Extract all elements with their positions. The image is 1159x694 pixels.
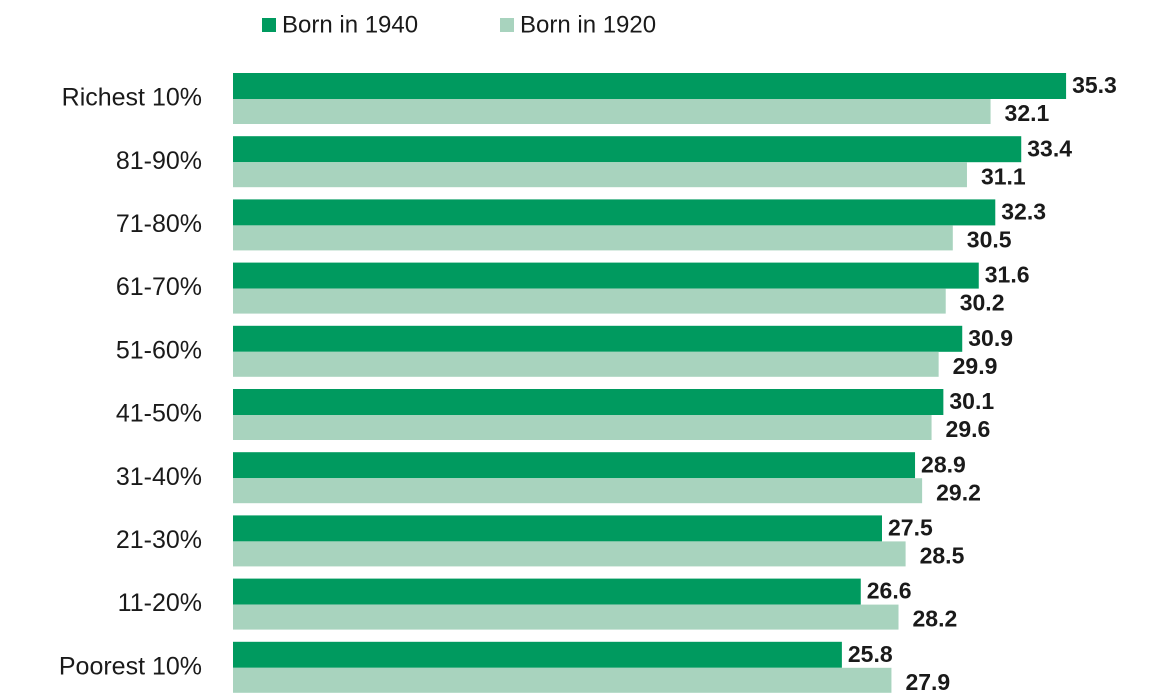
value-label: 35.3 bbox=[1072, 72, 1117, 98]
category-label: 81-90% bbox=[116, 147, 202, 175]
bar bbox=[233, 641, 842, 668]
value-label: 30.5 bbox=[967, 226, 1012, 252]
bar bbox=[233, 604, 899, 630]
category-label: 11-20% bbox=[118, 589, 202, 617]
value-label: 28.2 bbox=[913, 606, 958, 632]
bar bbox=[233, 415, 932, 440]
category-label: 61-70% bbox=[116, 273, 202, 301]
bar bbox=[233, 73, 1067, 99]
value-label: 30.9 bbox=[968, 325, 1013, 351]
value-label: 32.3 bbox=[1001, 198, 1046, 224]
category-label: Poorest 10% bbox=[59, 652, 202, 680]
bar bbox=[233, 389, 944, 415]
bar bbox=[233, 262, 979, 289]
value-label: 30.1 bbox=[949, 388, 994, 414]
bar bbox=[233, 225, 953, 251]
bar bbox=[233, 325, 963, 352]
value-label: 29.6 bbox=[946, 416, 991, 442]
bar bbox=[233, 515, 882, 542]
value-label: 33.4 bbox=[1027, 135, 1072, 161]
value-label: 31.1 bbox=[981, 163, 1026, 189]
value-label: 31.6 bbox=[985, 262, 1030, 288]
bar bbox=[233, 478, 923, 504]
category-label: 71-80% bbox=[116, 210, 202, 238]
category-label: 51-60% bbox=[116, 336, 202, 364]
bar bbox=[233, 199, 996, 226]
value-label: 32.1 bbox=[1005, 100, 1050, 126]
bar bbox=[233, 351, 939, 377]
value-label: 26.6 bbox=[867, 578, 912, 604]
legend-swatch bbox=[500, 18, 514, 32]
value-label: 28.9 bbox=[921, 451, 966, 477]
value-label: 27.5 bbox=[888, 514, 933, 540]
value-label: 27.9 bbox=[905, 669, 950, 694]
category-label: 21-30% bbox=[116, 526, 202, 554]
bar bbox=[233, 541, 906, 567]
bar bbox=[233, 667, 892, 693]
value-label: 30.2 bbox=[960, 290, 1005, 316]
bar bbox=[233, 288, 946, 314]
bar bbox=[233, 452, 916, 479]
value-label: 25.8 bbox=[848, 641, 893, 667]
bar bbox=[233, 136, 1022, 163]
legend-swatch bbox=[262, 18, 276, 32]
bar bbox=[233, 99, 991, 124]
category-label: 41-50% bbox=[116, 400, 202, 428]
legend-label: Born in 1940 bbox=[282, 11, 418, 38]
value-label: 29.9 bbox=[953, 353, 998, 379]
category-label: 31-40% bbox=[116, 463, 202, 491]
value-label: 29.2 bbox=[936, 479, 981, 505]
bar bbox=[233, 578, 861, 605]
category-label: Richest 10% bbox=[62, 84, 202, 112]
bar bbox=[233, 162, 967, 188]
value-label: 28.5 bbox=[920, 542, 965, 568]
legend-label: Born in 1920 bbox=[520, 11, 656, 38]
